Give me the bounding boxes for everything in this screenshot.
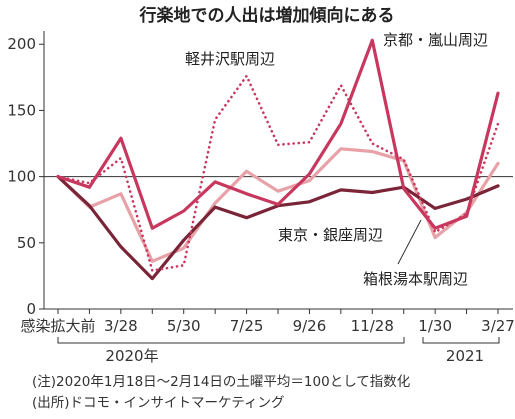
year-label-2021: 2021	[446, 347, 484, 365]
x-tick-label: 3/27	[481, 317, 515, 335]
year-bracket-2020	[57, 337, 405, 344]
note-text: (注)2020年1月18日～2月14日の土曜平均＝100として指数化	[32, 374, 410, 390]
series-label-karuizawa: 軽井沢駅周辺	[185, 50, 275, 68]
x-tick-label: 7/25	[230, 317, 264, 335]
y-tick-label: 200	[7, 35, 36, 53]
x-tick-label: 1/30	[418, 317, 452, 335]
year-label-2020: 2020年	[105, 347, 158, 365]
x-tick-label: 9/26	[293, 317, 327, 335]
series-label-hakone: 箱根湯本駅周辺	[363, 270, 468, 288]
x-tick-label: 感染拡大前	[20, 317, 95, 335]
year-bracket-2021	[422, 337, 500, 344]
y-tick-labels: 0 50 100 150 200	[7, 35, 36, 318]
y-tick-label: 50	[17, 234, 36, 252]
series-line-hakone	[56, 147, 500, 263]
series-line-karuizawa	[56, 74, 500, 272]
y-tick-label: 150	[7, 101, 36, 119]
y-tick-label: 100	[7, 168, 36, 186]
series-label-kyoto: 京都・嵐山周辺	[383, 31, 488, 49]
series-line-kyoto	[56, 38, 500, 230]
axes	[39, 31, 513, 314]
x-tick-label: 5/30	[167, 317, 201, 335]
hakone-leader-line	[397, 219, 422, 265]
x-tick-label: 3/28	[104, 317, 138, 335]
x-tick-labels: 感染拡大前 3/28 5/30 7/25 9/26 11/28 1/30 3/27	[20, 317, 514, 335]
chart-title: 行楽地での人出は増加傾向にある	[139, 5, 395, 26]
series-label-ginza: 東京・銀座周辺	[278, 226, 383, 244]
x-tick-label: 11/28	[351, 317, 394, 335]
y-tick-label: 0	[26, 300, 36, 318]
series-lines	[56, 38, 500, 281]
source-text: (出所)ドコモ・インサイトマーケティング	[32, 395, 284, 411]
